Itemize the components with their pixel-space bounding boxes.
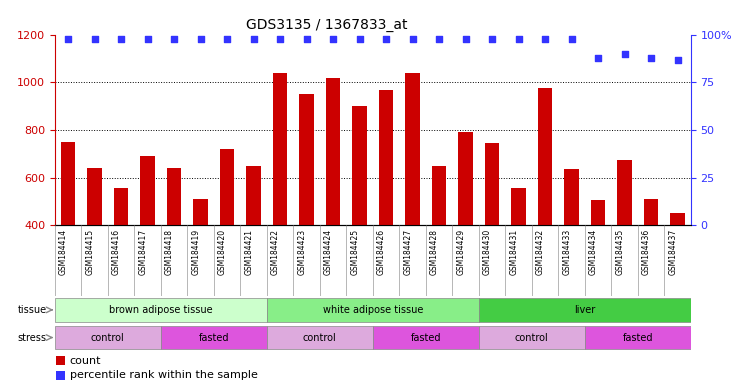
Bar: [644, 199, 659, 225]
Bar: [114, 188, 129, 225]
Bar: [267, 298, 479, 321]
Point: [566, 36, 577, 42]
Point: [142, 36, 154, 42]
Text: GSM184429: GSM184429: [457, 228, 466, 275]
Bar: [299, 94, 314, 225]
Point: [618, 51, 630, 57]
Text: GSM184418: GSM184418: [165, 228, 174, 275]
Text: white adipose tissue: white adipose tissue: [322, 305, 423, 315]
Bar: [267, 326, 373, 349]
Bar: [246, 166, 261, 225]
Point: [168, 36, 180, 42]
Bar: [379, 89, 393, 225]
Point: [248, 36, 260, 42]
Bar: [56, 356, 64, 366]
Point: [221, 36, 233, 42]
Bar: [55, 326, 161, 349]
Bar: [352, 106, 367, 225]
Text: GSM184435: GSM184435: [616, 228, 624, 275]
Text: GSM184437: GSM184437: [669, 228, 678, 275]
Text: GSM184414: GSM184414: [59, 228, 68, 275]
Text: GSM184415: GSM184415: [86, 228, 94, 275]
Point: [672, 56, 683, 63]
Point: [274, 36, 286, 42]
Text: control: control: [515, 333, 549, 343]
Bar: [479, 326, 585, 349]
Text: fasted: fasted: [623, 333, 653, 343]
Point: [115, 36, 127, 42]
Bar: [670, 213, 685, 225]
Point: [645, 55, 657, 61]
Text: fasted: fasted: [411, 333, 441, 343]
Text: GSM184430: GSM184430: [483, 228, 492, 275]
Point: [300, 36, 312, 42]
Text: GSM184433: GSM184433: [563, 228, 572, 275]
Text: GSM184425: GSM184425: [351, 228, 360, 275]
Point: [592, 55, 604, 61]
Text: GSM184436: GSM184436: [642, 228, 651, 275]
Bar: [140, 156, 155, 225]
Text: GSM184432: GSM184432: [536, 228, 545, 275]
Text: GSM184420: GSM184420: [218, 228, 227, 275]
Point: [194, 36, 206, 42]
Text: GSM184434: GSM184434: [589, 228, 598, 275]
Bar: [193, 199, 208, 225]
Bar: [405, 73, 420, 225]
Point: [354, 36, 366, 42]
Point: [460, 36, 471, 42]
Bar: [220, 149, 235, 225]
Bar: [373, 326, 479, 349]
Text: GSM184431: GSM184431: [510, 228, 518, 275]
Bar: [432, 166, 447, 225]
Point: [327, 36, 339, 42]
Text: control: control: [303, 333, 337, 343]
Text: fasted: fasted: [199, 333, 229, 343]
Text: GSM184428: GSM184428: [430, 228, 439, 275]
Point: [380, 36, 392, 42]
Bar: [326, 78, 341, 225]
Bar: [458, 132, 473, 225]
Bar: [55, 298, 267, 321]
Point: [512, 36, 524, 42]
Point: [88, 36, 100, 42]
Text: GSM184427: GSM184427: [404, 228, 412, 275]
Bar: [167, 168, 181, 225]
Text: GSM184423: GSM184423: [298, 228, 306, 275]
Text: count: count: [69, 356, 101, 366]
Bar: [511, 188, 526, 225]
Bar: [56, 371, 64, 380]
Text: GSM184422: GSM184422: [271, 228, 280, 275]
Text: brown adipose tissue: brown adipose tissue: [109, 305, 213, 315]
Bar: [485, 143, 499, 225]
Bar: [61, 142, 75, 225]
Text: stress: stress: [18, 333, 47, 343]
Text: liver: liver: [574, 305, 596, 315]
Text: GDS3135 / 1367833_at: GDS3135 / 1367833_at: [246, 18, 407, 31]
Bar: [87, 168, 102, 225]
Point: [406, 36, 418, 42]
Point: [486, 36, 498, 42]
Bar: [564, 169, 579, 225]
Text: GSM184416: GSM184416: [112, 228, 121, 275]
Bar: [273, 73, 287, 225]
Text: GSM184421: GSM184421: [245, 228, 254, 275]
Bar: [538, 88, 553, 225]
Bar: [617, 160, 632, 225]
Point: [433, 36, 445, 42]
Text: GSM184426: GSM184426: [377, 228, 386, 275]
Point: [539, 36, 551, 42]
Text: percentile rank within the sample: percentile rank within the sample: [69, 370, 257, 380]
Text: control: control: [91, 333, 125, 343]
Text: GSM184424: GSM184424: [324, 228, 333, 275]
Text: GSM184417: GSM184417: [139, 228, 148, 275]
Text: tissue: tissue: [18, 305, 47, 315]
Point: [62, 36, 74, 42]
Bar: [161, 326, 267, 349]
Bar: [479, 298, 691, 321]
Bar: [591, 200, 605, 225]
Bar: [585, 326, 691, 349]
Text: GSM184419: GSM184419: [192, 228, 200, 275]
